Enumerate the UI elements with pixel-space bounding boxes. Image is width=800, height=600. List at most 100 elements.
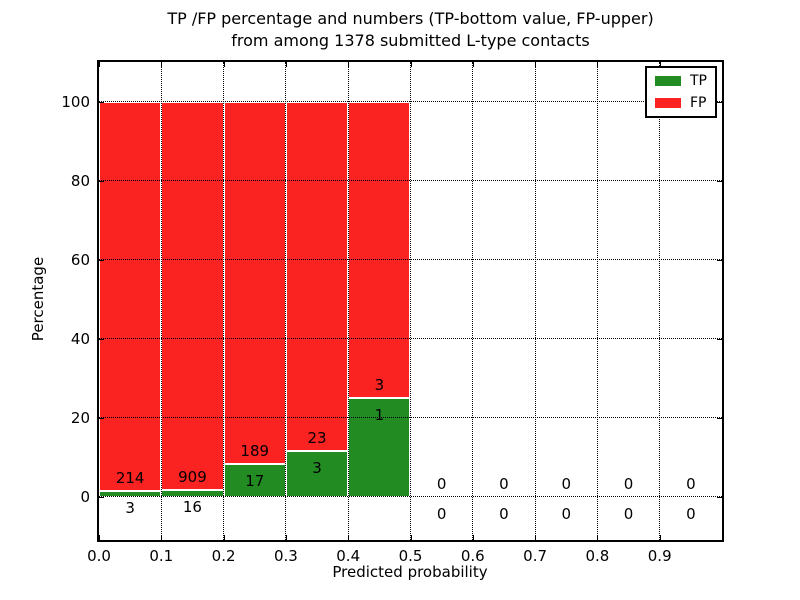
tp-count-label: 0 [499,504,509,523]
x-tick-mark-top [410,62,412,67]
x-tick-label: 0.8 [585,547,610,565]
x-tick-mark-bottom [161,535,163,540]
bar-tp-segment [348,397,411,497]
fp-count-label: 0 [436,474,447,493]
x-tick-mark-bottom [99,535,100,540]
x-tick-label: 0.7 [523,547,548,565]
x-tick-label: 0.2 [211,547,236,565]
chart-title-line2: from among 1378 submitted L-type contact… [231,31,590,50]
tp-count-label: 0 [561,504,572,523]
fp-count-label: 0 [499,474,509,493]
x-tick-mark-bottom [223,535,225,540]
v-gridline [596,62,598,540]
fp-count-label: 23 [307,428,327,447]
y-tick-mark-left [99,417,104,419]
fp-count-label: 909 [178,467,207,486]
y-tick-label: 20 [70,408,90,427]
x-tick-mark-top [99,62,100,67]
y-tick-label: 40 [70,329,90,348]
bar-tp-segment [99,491,162,497]
legend: TP FP [645,66,717,118]
v-gridline [659,62,661,540]
legend-label-tp: TP [690,73,707,89]
v-gridline [223,62,225,540]
y-tick-mark-left [99,101,104,103]
tp-count-label: 17 [245,471,265,490]
x-tick-label: 0.4 [336,547,361,565]
v-gridline [534,62,536,540]
fp-count-label: 3 [374,375,385,394]
y-tick-mark-right [717,101,722,103]
x-tick-mark-bottom [285,535,287,540]
bar-tp-segment [223,463,286,497]
tp-count-label: 0 [436,504,447,523]
y-tick-mark-right [717,496,722,498]
y-tick-mark-left [99,496,104,498]
tp-count-label: 0 [686,504,696,523]
bar-fp-segment [348,101,411,398]
v-gridline [347,62,349,540]
x-tick-mark-top [535,62,537,67]
fp-count-label: 0 [623,474,634,493]
bar-fp-segment [285,101,349,451]
tp-count-label: 16 [182,497,202,516]
x-tick-mark-top [597,62,599,67]
y-tick-mark-left [99,259,104,261]
x-tick-mark-bottom [410,535,412,540]
plot-area: 214 3 909 16 189 17 23 3 3 1 0 0 0 0 0 0 0 0 0 0 0.0 0.1 0.2 0.… [61,60,724,565]
legend-swatch-fp [655,98,681,108]
x-tick-mark-top [472,62,474,67]
chart-title-line1: TP /FP percentage and numbers (TP-bottom… [167,9,654,28]
y-tick-label: 0 [80,487,90,506]
legend-swatch-tp [655,76,681,86]
chart-title: TP /FP percentage and numbers (TP-bottom… [99,8,722,52]
x-tick-mark-top [223,62,225,67]
fp-count-label: 0 [561,474,572,493]
tp-count-label: 0 [623,504,634,523]
x-tick-label: 0.6 [460,547,485,565]
y-tick-mark-left [99,338,104,340]
tp-count-label: 3 [312,458,322,477]
y-tick-label: 60 [70,250,90,269]
x-tick-mark-bottom [535,535,537,540]
x-tick-label: 0.5 [398,547,423,565]
fp-count-label: 189 [240,441,270,460]
y-tick-mark-right [717,338,722,340]
y-tick-mark-right [717,417,722,419]
x-tick-label: 0.0 [87,547,111,565]
x-tick-label: 0.3 [273,547,298,565]
v-gridline [410,62,411,540]
y-tick-label: 100 [61,92,90,111]
y-tick-mark-left [99,180,104,182]
x-tick-mark-top [659,62,661,67]
legend-row-fp: FP [655,96,707,110]
x-tick-mark-bottom [659,535,661,540]
legend-row-tp: TP [655,74,707,88]
x-tick-mark-top [348,62,350,67]
fp-count-label: 0 [686,474,696,493]
v-gridline [472,62,474,540]
v-gridline [160,62,162,540]
fp-count-label: 214 [115,469,145,488]
bar-fp-segment [161,101,224,490]
x-tick-mark-bottom [348,535,350,540]
x-tick-mark-bottom [597,535,599,540]
y-tick-mark-right [717,259,722,261]
bar-fp-segment [99,101,162,492]
y-axis-label: Percentage [29,256,47,342]
bar-fp-segment [223,101,286,464]
x-tick-label: 0.1 [149,547,174,565]
legend-label-fp: FP [690,95,707,111]
x-tick-mark-top [285,62,287,67]
y-tick-mark-right [717,180,722,182]
bar-tp-segment [285,450,349,497]
v-gridline [285,62,287,540]
tp-count-label: 3 [125,499,135,518]
x-axis-label: Predicted probability [332,563,488,581]
tp-count-label: 1 [374,405,385,424]
x-tick-mark-top [161,62,163,67]
y-tick-label: 80 [70,171,90,190]
x-tick-mark-bottom [472,535,474,540]
x-tick-label: 0.9 [647,547,672,565]
